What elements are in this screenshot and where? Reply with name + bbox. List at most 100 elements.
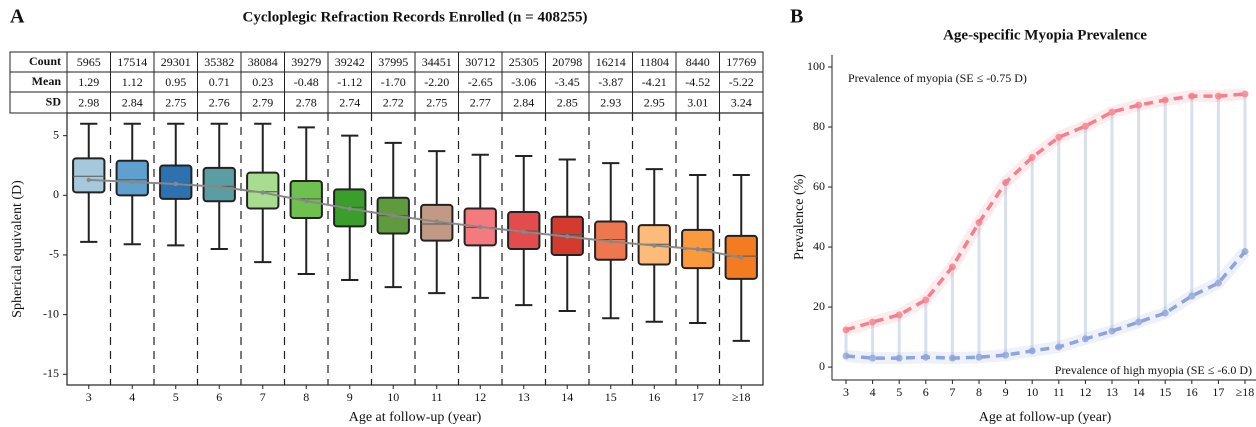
mean-point (565, 234, 570, 239)
table-value: -2.20 (424, 75, 449, 89)
table-value: 2.75 (426, 95, 447, 109)
point (1188, 292, 1196, 300)
table-value: -5.22 (729, 75, 754, 89)
table-value: 1.12 (122, 75, 143, 89)
x-tick-label: 12 (1079, 385, 1091, 399)
table-value: 2.75 (165, 95, 186, 109)
y-tick-label: -5 (49, 247, 59, 261)
point (922, 296, 930, 304)
point (975, 218, 983, 226)
chart-title: Cycloplegic Refraction Records Enrolled … (243, 9, 588, 25)
x-tick-label: 13 (1106, 385, 1118, 399)
x-tick-label: 9 (1003, 385, 1009, 399)
table-value: 35382 (204, 55, 234, 69)
y-tick-label: 5 (53, 127, 59, 141)
x-tick-label: 10 (387, 390, 399, 404)
table-value: 2.76 (209, 95, 230, 109)
point (869, 354, 877, 362)
table-value: 30712 (465, 55, 495, 69)
point (922, 353, 930, 361)
point (1135, 318, 1143, 326)
x-tick-label: 7 (949, 385, 955, 399)
point (1081, 122, 1089, 130)
x-tick-label: 3 (86, 390, 92, 404)
x-tick-label: ≥18 (1236, 385, 1255, 399)
x-axis-label: Age at follow-up (year) (979, 410, 1112, 425)
y-tick-label: 0 (819, 359, 825, 373)
table-value: 37995 (378, 55, 408, 69)
table-value: 0.95 (165, 75, 186, 89)
mean-point (217, 184, 222, 190)
table-value: 2.77 (470, 95, 491, 109)
point (1188, 92, 1196, 100)
point (1135, 101, 1143, 109)
table-value: 5965 (77, 55, 101, 69)
y-axis-label: Spherical equivalent (D) (10, 180, 25, 318)
x-tick-label: 5 (173, 390, 179, 404)
table-value: 2.85 (557, 95, 578, 109)
box (202, 166, 236, 203)
table-value: 3.01 (687, 95, 708, 109)
x-tick-label: 10 (1026, 385, 1038, 399)
x-tick-label: 11 (431, 390, 443, 404)
point (1108, 108, 1116, 116)
mean-point (86, 177, 91, 183)
mean-point (260, 190, 265, 195)
y-tick-label: 60 (813, 179, 825, 193)
table-value: 2.84 (122, 95, 143, 109)
table-value: 38084 (248, 55, 278, 69)
table-value: -3.06 (511, 75, 536, 89)
table-value: -1.12 (337, 75, 362, 89)
mean-point (695, 247, 700, 252)
point (1002, 351, 1010, 359)
x-tick-label: 14 (1133, 385, 1145, 399)
box (115, 159, 149, 197)
table-value: -4.52 (685, 75, 710, 89)
y-tick-label: 0 (53, 187, 59, 201)
mean-point (739, 255, 744, 260)
x-tick-label: ≥18 (732, 390, 751, 404)
point (1241, 90, 1249, 98)
panel-label: B (790, 6, 803, 28)
x-tick-label: 7 (260, 390, 266, 404)
point (975, 353, 983, 361)
x-tick-label: 4 (129, 390, 135, 404)
point (1055, 133, 1063, 141)
mean-point (391, 213, 396, 218)
x-tick-label: 16 (1186, 385, 1198, 399)
table-value: 17514 (117, 55, 147, 69)
table-value: -0.48 (294, 75, 319, 89)
table-value: 2.95 (644, 95, 665, 109)
trend-line (845, 92, 1246, 332)
table-value: 2.72 (383, 95, 404, 109)
point (869, 318, 877, 326)
table-value: 2.74 (339, 95, 360, 109)
x-tick-label: 5 (896, 385, 902, 399)
x-tick-label: 8 (303, 390, 309, 404)
table-value: 2.93 (600, 95, 621, 109)
point (948, 263, 956, 271)
y-tick-label: 80 (813, 119, 825, 133)
mean-point (478, 224, 483, 230)
point (1241, 248, 1249, 256)
table-value: -2.65 (468, 75, 493, 89)
table-value: 11804 (639, 55, 669, 69)
x-tick-label: 3 (843, 385, 849, 399)
x-tick-label: 14 (561, 390, 573, 404)
point (1214, 279, 1222, 287)
mean-point (608, 239, 613, 244)
mean-point (304, 198, 309, 204)
table-value: 8440 (686, 55, 710, 69)
table-value: 39242 (335, 55, 365, 69)
mean-point (434, 219, 439, 224)
mean-point (652, 243, 657, 248)
table-value: 39279 (291, 55, 321, 69)
y-axis-label: Prevalence (%) (792, 174, 807, 260)
table-value: 25305 (509, 55, 539, 69)
table-value: 34451 (422, 55, 452, 69)
x-axis-label: Age at follow-up (year) (349, 410, 482, 425)
table-value: 29301 (161, 55, 191, 69)
table-row-label: SD (46, 94, 62, 108)
point (1055, 343, 1063, 351)
